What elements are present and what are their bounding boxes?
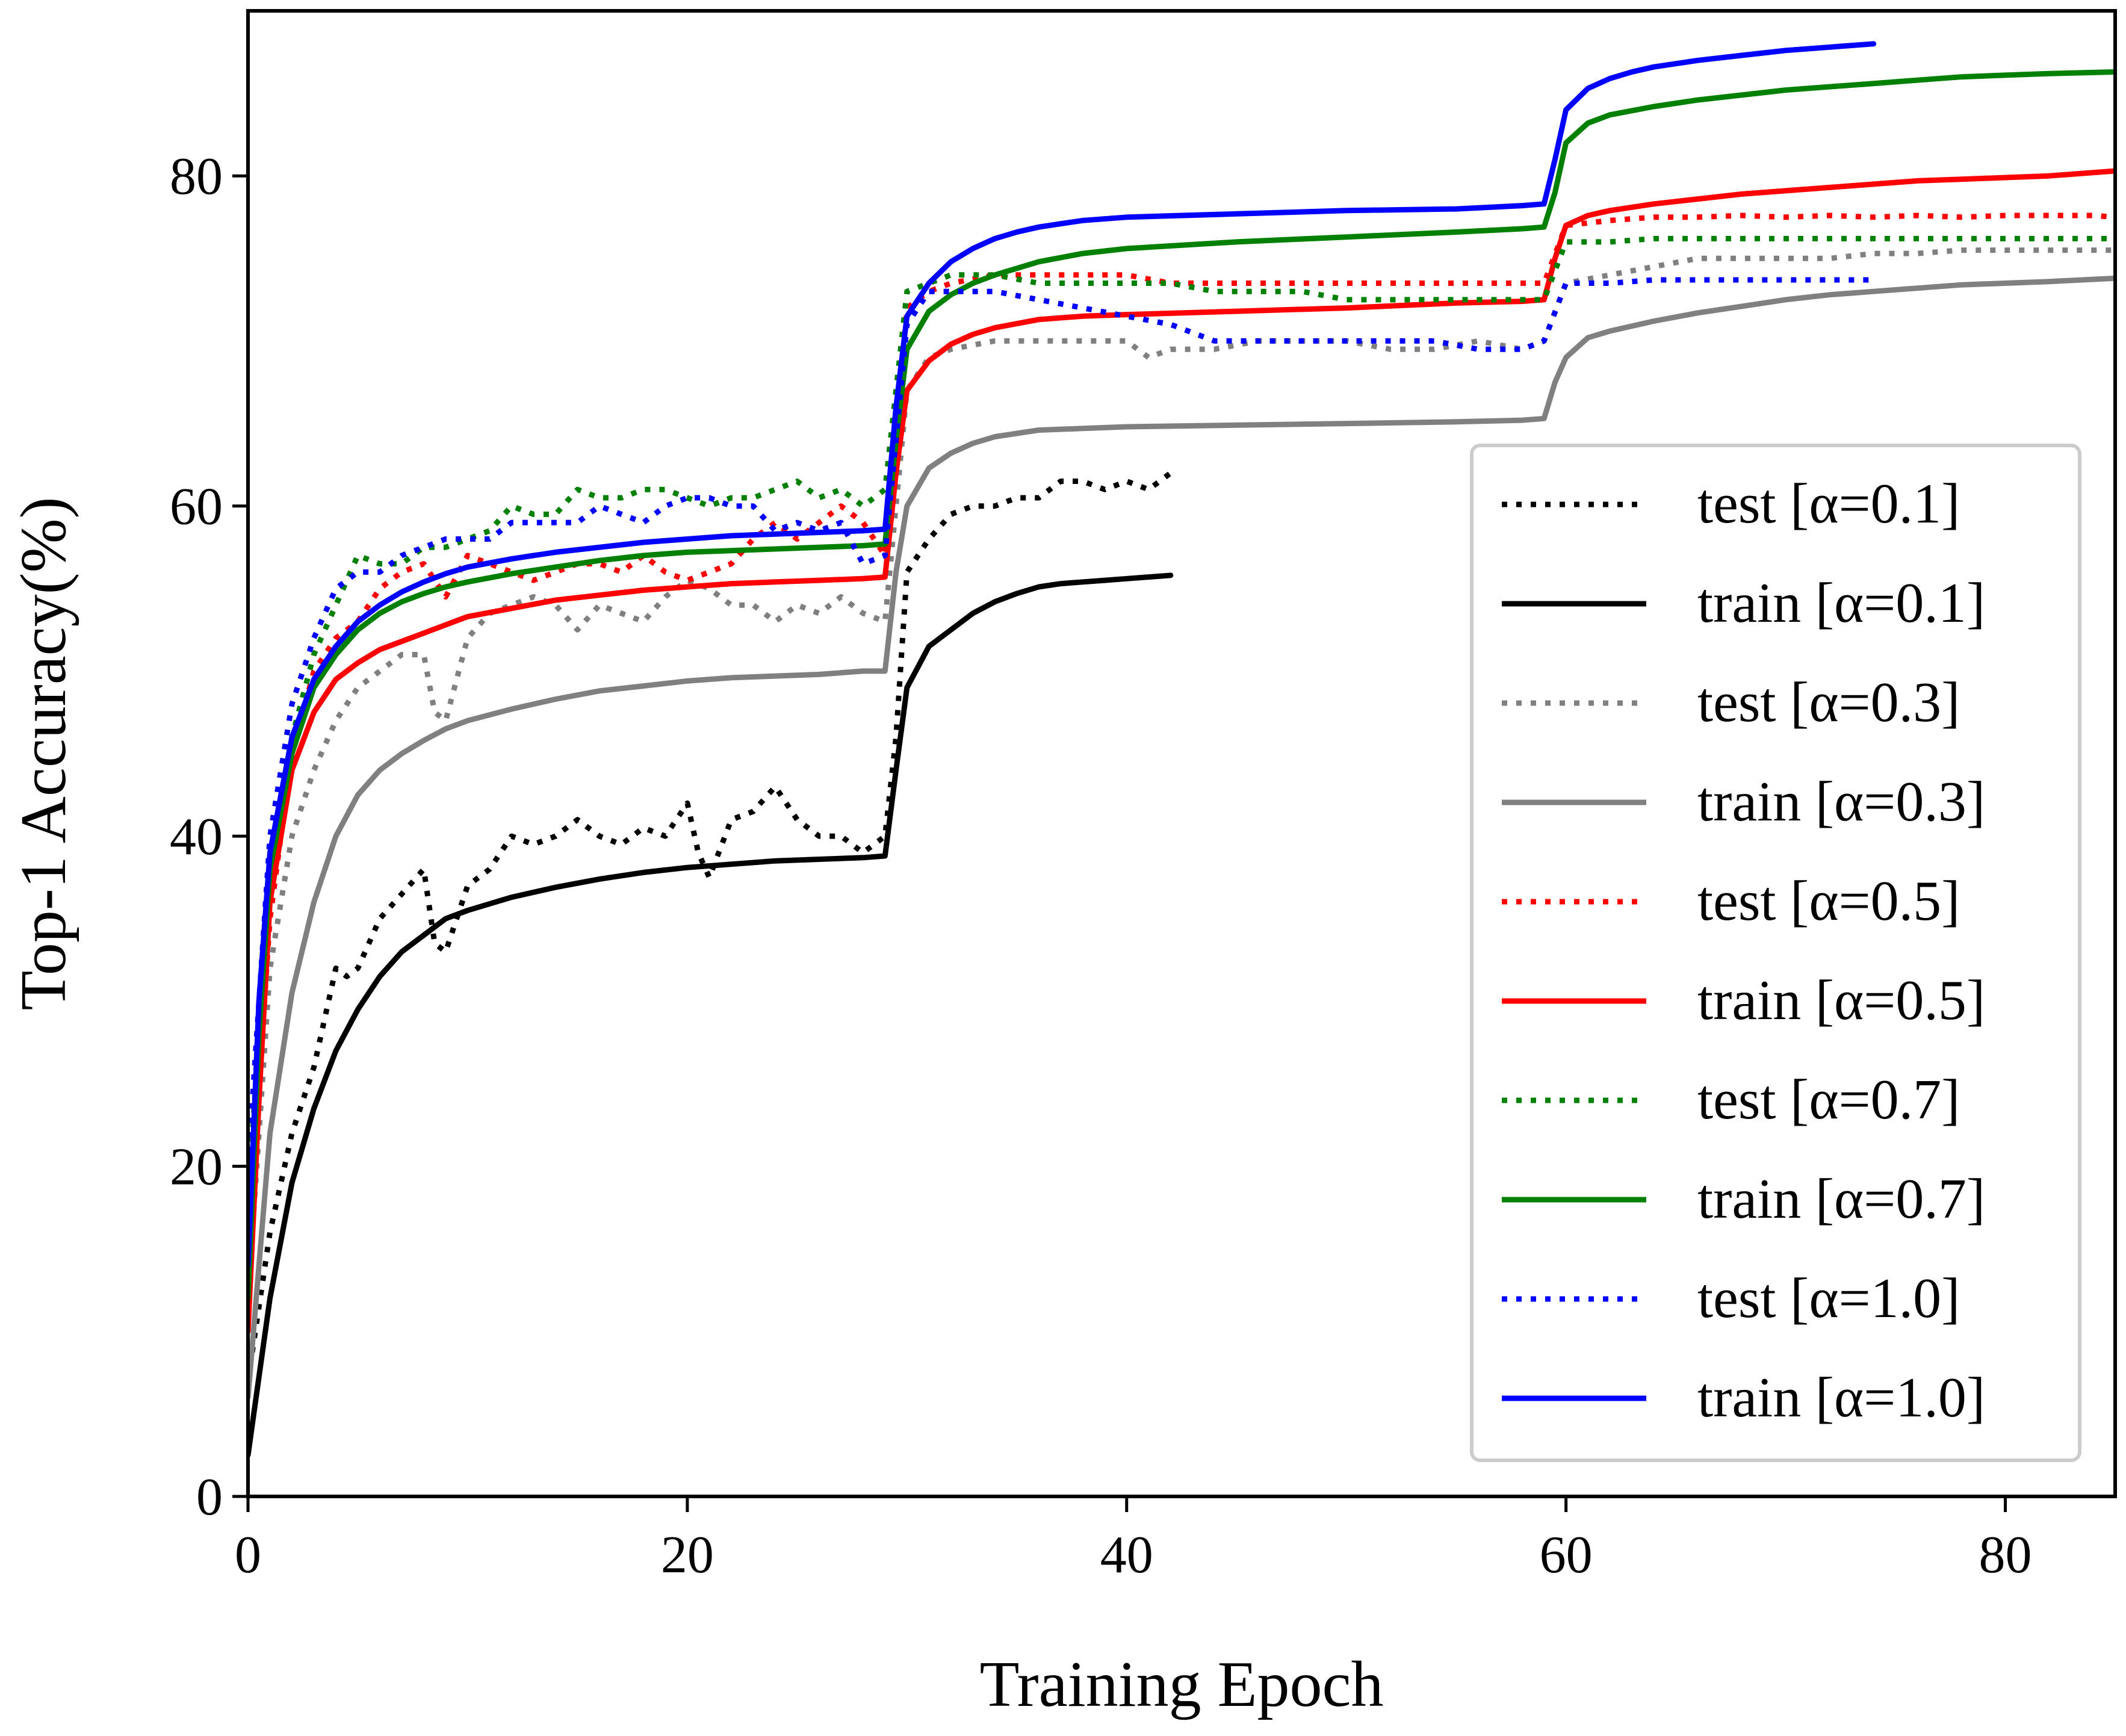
y-tick-label: 20	[170, 1138, 223, 1197]
x-axis-ticks: 0 20 40 60 80	[235, 1496, 2032, 1584]
series-line-train-5	[248, 168, 2115, 1335]
series-line-test-8	[248, 277, 1874, 1167]
x-axis-label: Training Epoch	[980, 1649, 1384, 1720]
x-tick-label: 40	[1100, 1526, 1153, 1584]
y-tick-label: 80	[170, 147, 223, 206]
legend-label: train [α=0.5]	[1697, 969, 1985, 1032]
y-axis-ticks: 0 20 40 60 80	[170, 147, 248, 1527]
legend-label: train [α=0.1]	[1697, 572, 1985, 634]
legend-label: train [α=0.7]	[1697, 1168, 1985, 1230]
legend-label: train [α=0.3]	[1697, 770, 1985, 833]
y-axis-label: Top-1 Accuracy(%)	[8, 497, 79, 1010]
series-layer	[248, 41, 2115, 1458]
series-line-test-4	[248, 212, 2115, 1249]
series-line-train-7	[248, 69, 2115, 1301]
x-tick-label: 20	[661, 1526, 714, 1584]
x-tick-label: 60	[1540, 1526, 1593, 1584]
x-tick-label: 0	[235, 1526, 261, 1584]
legend: test [α=0.1] train [α=0.1] test [α=0.3] tra…	[1470, 444, 2081, 1462]
x-tick-label: 80	[1979, 1526, 2032, 1584]
legend-box	[1470, 444, 2081, 1462]
legend-label: train [α=1.0]	[1697, 1366, 1985, 1429]
legend-label: test [α=0.3]	[1697, 671, 1960, 734]
y-tick-label: 40	[170, 808, 223, 866]
y-tick-label: 0	[196, 1468, 223, 1527]
legend-label: test [α=0.7]	[1697, 1068, 1960, 1131]
series-line-train-9	[248, 41, 1877, 1268]
series-line-train-1	[248, 572, 1174, 1458]
legend-label: test [α=1.0]	[1697, 1267, 1960, 1330]
series-line-train-3	[248, 275, 2115, 1400]
series-line-test-6	[248, 235, 2115, 1200]
legend-label: test [α=0.5]	[1697, 870, 1960, 932]
plot-area-frame	[246, 9, 2117, 1498]
legend-label: test [α=0.1]	[1697, 473, 1960, 535]
y-tick-label: 60	[170, 478, 223, 536]
